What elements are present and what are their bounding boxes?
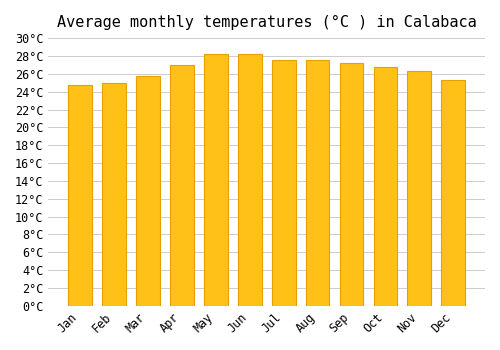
Bar	[442, 80, 465, 306]
Bar	[408, 71, 431, 306]
Bar	[238, 54, 262, 306]
Bar	[68, 85, 92, 306]
Bar	[272, 61, 295, 306]
Bar	[136, 76, 160, 306]
Bar	[374, 67, 398, 306]
Bar	[306, 60, 330, 306]
Bar	[170, 65, 194, 306]
Bar	[204, 54, 228, 306]
Bar	[340, 63, 363, 306]
Bar	[102, 83, 126, 306]
Title: Average monthly temperatures (°C ) in Calabaca: Average monthly temperatures (°C ) in Ca…	[57, 15, 476, 30]
